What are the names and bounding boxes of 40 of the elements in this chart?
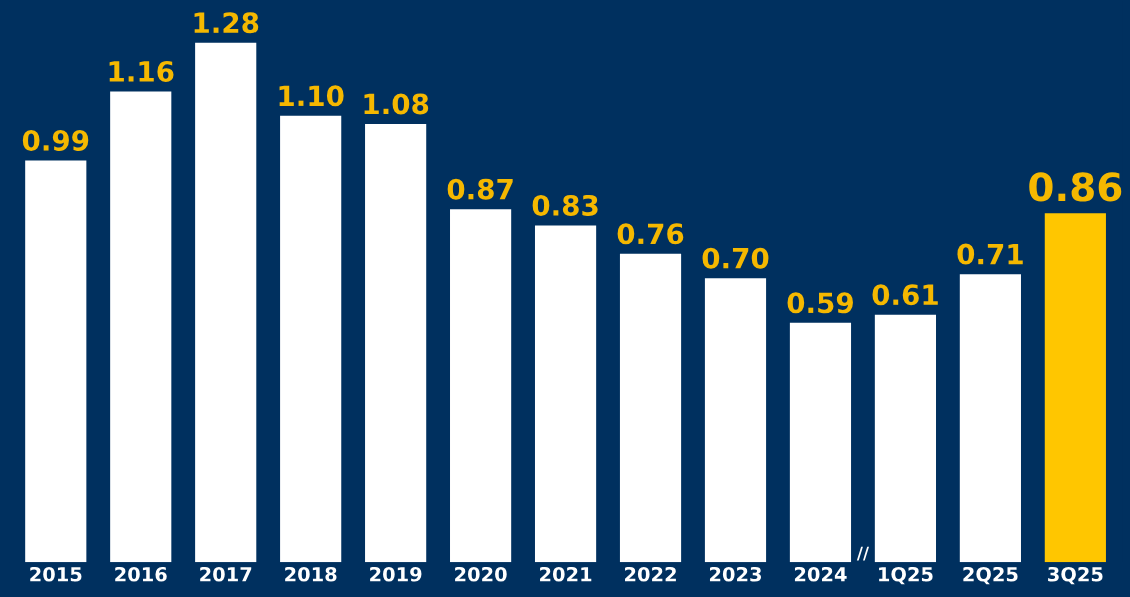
- bar: [704, 278, 767, 563]
- x-tick-label: 2020: [455, 566, 507, 582]
- data-label: 0.76: [617, 223, 684, 245]
- x-tick-label: 2023: [709, 566, 762, 582]
- x-tick-label: 2015: [30, 566, 82, 582]
- bar: [1044, 213, 1106, 563]
- data-label: 0.99: [22, 129, 89, 151]
- data-label: 0.61: [872, 284, 938, 306]
- bar: [280, 115, 342, 563]
- x-tick-label: 2016: [115, 566, 167, 582]
- data-label: 0.86: [1029, 172, 1122, 202]
- bar: [195, 42, 257, 563]
- x-tick-label: 3Q25: [1048, 566, 1103, 585]
- data-label: 0.83: [532, 194, 598, 216]
- data-label: 1.10: [279, 85, 344, 107]
- x-tick-label: 2024: [794, 566, 847, 582]
- bar: [874, 314, 937, 563]
- bar: [450, 209, 512, 563]
- bar: [619, 253, 682, 563]
- x-tick-label: 1Q25: [879, 566, 933, 585]
- data-label: 1.28: [194, 12, 259, 34]
- bar: [25, 160, 87, 563]
- x-tick-label: 2019: [370, 566, 422, 582]
- x-tick-label: 2Q25: [963, 566, 1018, 585]
- bar: [959, 274, 1021, 563]
- data-label: 1.16: [109, 60, 174, 82]
- data-label: 0.70: [702, 247, 769, 269]
- x-tick-label: 2022: [625, 566, 676, 582]
- data-label: 0.71: [957, 243, 1023, 265]
- data-label: 0.59: [787, 292, 853, 314]
- bar: [789, 322, 852, 563]
- annotation: //: [856, 546, 870, 561]
- bar: [110, 91, 172, 563]
- x-tick-label: 2021: [540, 566, 592, 582]
- data-label: 0.87: [447, 178, 513, 200]
- x-tick-label: 2017: [200, 566, 252, 582]
- data-label: 1.08: [364, 93, 429, 115]
- bar: [534, 225, 597, 563]
- x-tick-label: 2018: [285, 566, 337, 582]
- bar: [365, 123, 427, 563]
